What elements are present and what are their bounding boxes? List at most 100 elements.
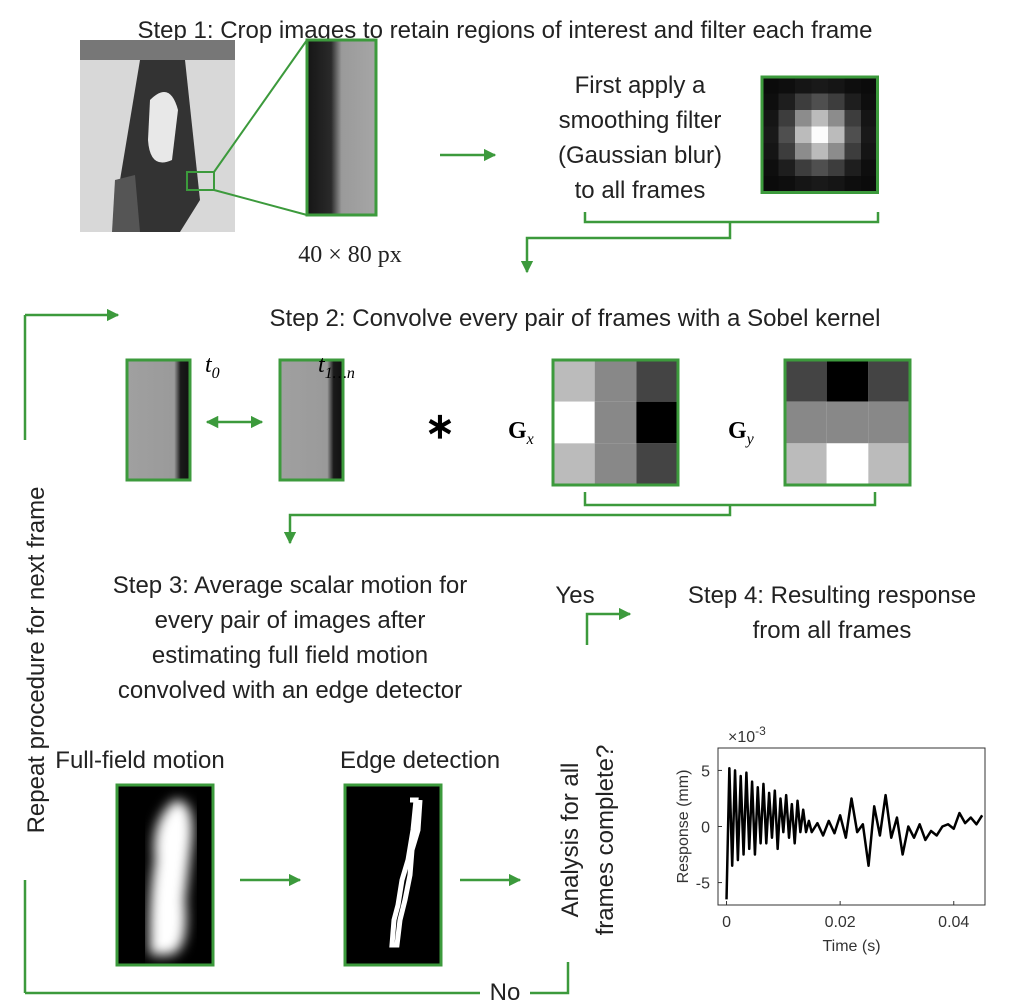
kernel-cell (845, 176, 862, 193)
kernel-cell (779, 143, 796, 160)
kernel-cell (845, 77, 862, 94)
kernel-cell (845, 160, 862, 177)
bracket-arrow (290, 492, 875, 543)
kernel-cell (762, 176, 779, 193)
x-tick-label: 0.02 (825, 914, 856, 931)
kernel-cell (868, 443, 910, 485)
kernel-cell (762, 94, 779, 111)
kernel-cell (762, 160, 779, 177)
kernel-cell (845, 110, 862, 127)
kernel-cell (845, 127, 862, 144)
frame-label: t0 (205, 352, 220, 382)
multiplier-base: ×10 (728, 729, 755, 746)
step3-title: Step 3: Average scalar motion for every … (113, 572, 467, 704)
kernel-cell (636, 443, 678, 485)
kernel-cell (779, 110, 796, 127)
kernel-cell (812, 176, 829, 193)
kernel-cell (812, 160, 829, 177)
kernel-cell (595, 402, 637, 444)
kernel-cell (636, 360, 678, 402)
kernel-cell (827, 360, 869, 402)
kernel-cell (861, 176, 878, 193)
kernel-cell (553, 360, 595, 402)
kernel-cell (828, 110, 845, 127)
figure: Step 1: Crop images to retain regions of… (0, 0, 1010, 1005)
motion-label: Full-field motion (55, 747, 224, 774)
kernel-cell (779, 160, 796, 177)
kernel-cell (861, 143, 878, 160)
loop-label: Repeat procedure for next frame (23, 487, 50, 834)
kernel-cell (762, 110, 779, 127)
y-tick-label: -5 (696, 876, 710, 893)
kernel-cell (795, 143, 812, 160)
step3-line: Step 3: Average scalar motion for (113, 572, 467, 599)
edge-label: Edge detection (340, 747, 500, 774)
kernel-cell (845, 94, 862, 111)
step3-line: estimating full field motion (152, 642, 428, 669)
kernel-cell (779, 77, 796, 94)
response-chart: -5 0 5 0 0.02 0.04 Time (s) Response (mm) ×10-3 (675, 724, 985, 955)
kernel-cell (795, 110, 812, 127)
kernel-cell (595, 360, 637, 402)
kernel-cell (845, 143, 862, 160)
kernel-cell (795, 160, 812, 177)
step2-title: Step 2: Convolve every pair of frames wi… (270, 305, 881, 332)
edge-image (345, 785, 441, 965)
kernel-cell (861, 110, 878, 127)
convolution-operator: ∗ (425, 406, 455, 446)
kernel-cell (795, 94, 812, 111)
yes-arrow (587, 614, 630, 645)
y-tick-label: 0 (701, 820, 710, 837)
kernel-label: Gx (508, 418, 534, 448)
symbol: G (508, 418, 527, 444)
y-multiplier: ×10-3 (728, 724, 766, 746)
kernel-cell (762, 143, 779, 160)
filter-text: First apply a smoothing filter (Gaussian… (558, 72, 722, 204)
bracket-arrow (527, 212, 878, 272)
kernel-cell (636, 402, 678, 444)
x-tick-label: 0.04 (938, 914, 969, 931)
cropped-frame (307, 40, 376, 215)
y-tick-label: 5 (701, 763, 710, 780)
kernel-cell (861, 77, 878, 94)
kernel-cell (812, 110, 829, 127)
kernel-cell (828, 77, 845, 94)
step4-line: Step 4: Resulting response (688, 582, 976, 609)
kernel-cell (553, 402, 595, 444)
kernel-cell (812, 77, 829, 94)
kernel-cell (828, 127, 845, 144)
gaussian-kernel (762, 77, 878, 193)
frame-label: t1…n (318, 352, 355, 382)
filter-line: (Gaussian blur) (558, 142, 722, 169)
subscript: x (526, 431, 534, 448)
kernel-cell (795, 176, 812, 193)
kernel-cell (779, 94, 796, 111)
x-tick-label: 0 (722, 914, 731, 931)
filter-line: smoothing filter (559, 107, 722, 134)
kernel-cell (779, 127, 796, 144)
subscript: y (745, 431, 755, 448)
kernel-cell (779, 176, 796, 193)
x-axis-label: Time (s) (822, 938, 880, 955)
y-axis-label: Response (mm) (675, 770, 692, 884)
kernel-label: Gy (728, 418, 755, 448)
decision-line: Analysis for all (557, 763, 584, 918)
kernel-cell (553, 443, 595, 485)
kernel-cell (812, 143, 829, 160)
kernel-cell (595, 443, 637, 485)
yes-label: Yes (555, 582, 594, 609)
frame-t0 (127, 360, 190, 480)
kernel-cell (868, 402, 910, 444)
kernel-cell (828, 176, 845, 193)
kernel-cell (828, 160, 845, 177)
kernel-cell (828, 94, 845, 111)
subscript: 0 (212, 365, 220, 382)
subscript: 1…n (325, 365, 355, 382)
kernel-cell (828, 143, 845, 160)
kernel-cell (812, 94, 829, 111)
kernel-cell (861, 160, 878, 177)
kernel-cell (795, 127, 812, 144)
kernel-cell (812, 127, 829, 144)
kernel-cell (827, 443, 869, 485)
step3-line: convolved with an edge detector (118, 677, 462, 704)
